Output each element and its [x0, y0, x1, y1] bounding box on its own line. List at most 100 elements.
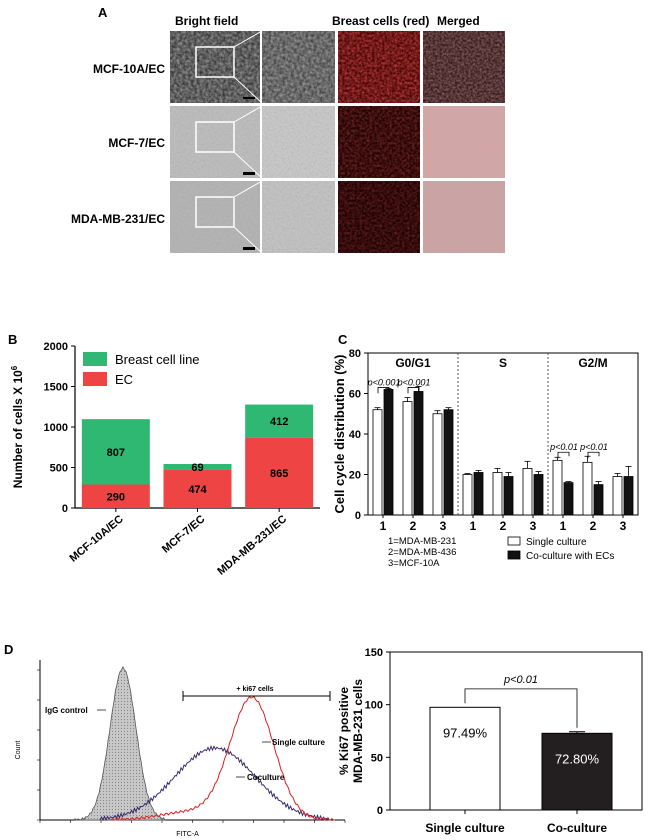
bar-single-culture — [372, 409, 383, 516]
legend-label: EC — [115, 372, 133, 387]
group-label: S — [499, 356, 507, 370]
row-label-mcf10a: MCF-10A/EC — [92, 62, 165, 76]
panel-c-label: C — [338, 332, 348, 347]
row-label-mdamb231: MDA-MB-231/EC — [70, 212, 165, 226]
y-tick-label: 20 — [349, 470, 361, 482]
legend-swatch — [507, 550, 521, 560]
micrograph-grid — [170, 30, 505, 254]
data-label: 412 — [270, 416, 288, 428]
coculture-label: Coculture — [247, 773, 285, 782]
significance-label: p<0.01 — [549, 442, 578, 452]
x-tick-label: MCF-10A/EC — [67, 513, 125, 565]
data-label: 865 — [270, 468, 288, 480]
y-tick-label: 0 — [355, 510, 361, 522]
tile-row2-bright — [170, 105, 263, 179]
tile-row3-merged — [423, 181, 505, 253]
bar-coculture — [623, 476, 634, 516]
x-tick-label: Single culture — [425, 821, 505, 835]
x-axis-label: FITC-A — [176, 831, 199, 838]
data-label: 69 — [191, 462, 203, 474]
column-label-bright-field: Bright field — [175, 14, 239, 28]
x-tick-label: 3 — [530, 519, 537, 533]
tile-row2-zoom — [262, 106, 335, 178]
significance-bracket — [407, 387, 420, 394]
legend-label: Breast cell line — [115, 352, 200, 367]
key-text: 2=MDA-MB-436 — [388, 547, 456, 558]
bar-segment-breast — [163, 464, 232, 470]
x-tick-label: MDA-MB-231/EC — [215, 513, 289, 578]
legend-label: Co-culture with ECs — [526, 551, 614, 562]
tile-row3-bright — [170, 180, 263, 254]
data-label: 474 — [188, 484, 207, 496]
bar-single-culture — [522, 468, 533, 516]
bar-coculture — [541, 732, 613, 811]
chart-d-flow: D Count FITC-A + ki67 cells IgG control Sing… — [4, 642, 346, 838]
x-tick-label: 1 — [380, 519, 387, 533]
chart-d-bar: 0 50 100 150 % Ki67 positive MDA-MB-231 cells… — [337, 647, 643, 835]
panel-b-label: B — [8, 332, 17, 347]
y-tick-label: 1000 — [44, 422, 68, 434]
legend-swatch — [83, 372, 107, 386]
key-text: 1=MDA-MB-231 — [388, 536, 456, 547]
single-culture-label: Single culture — [272, 738, 325, 747]
tile-row1-zoom — [262, 31, 335, 103]
x-tick-label: 2 — [500, 519, 507, 533]
x-tick-label: 1 — [470, 519, 477, 533]
bar-segment-breast — [81, 419, 150, 485]
bar-segment-ec — [245, 437, 314, 508]
y-axis-label-superscript: 6 — [10, 365, 19, 370]
bar-coculture — [503, 476, 514, 516]
group-label: G2/M — [578, 356, 607, 370]
x-tick-label: MCF-7/EC — [160, 513, 208, 556]
bar-coculture — [443, 409, 454, 516]
bar-single-culture — [612, 476, 623, 516]
bar-segment-ec — [81, 484, 150, 508]
tile-row1-bright — [170, 30, 263, 104]
y-tick-label: 1500 — [44, 382, 68, 394]
y-tick-label: 80 — [349, 348, 361, 360]
data-label: 97.49% — [443, 725, 488, 740]
chart-b: B 0 500 1000 1500 2000 Number of cells X 106 M… — [8, 332, 320, 578]
legend-label: Single culture — [526, 537, 587, 548]
panel-d-label: D — [4, 642, 13, 657]
bar-single-culture — [432, 413, 443, 516]
significance-label: p<0.001 — [367, 377, 401, 387]
bar-coculture — [563, 482, 574, 516]
y-tick-label: 50 — [371, 752, 383, 764]
bar-segment-breast — [245, 404, 314, 438]
x-tick-label: Co-culture — [547, 821, 607, 835]
igg-control-curve — [74, 665, 166, 821]
group-label: G0/G1 — [395, 356, 431, 370]
data-label: 72.80% — [555, 751, 600, 766]
y-axis-label: Number of cells X 106 — [10, 365, 25, 488]
data-label: 807 — [107, 447, 125, 459]
y-axis-label: Cell cycle distribution (%) — [332, 355, 347, 514]
y-tick-label: 40 — [349, 429, 361, 441]
y-tick-label: 60 — [349, 389, 361, 401]
bar-segment-ec — [163, 469, 232, 508]
x-tick-label: 2 — [590, 519, 597, 533]
bar-single-culture — [462, 474, 473, 516]
row-label-mcf7: MCF-7/EC — [108, 136, 165, 150]
bar-coculture — [473, 472, 484, 516]
bar-coculture — [383, 389, 394, 516]
y-axis-label-line2: MDA-MB-231 cells — [351, 679, 365, 783]
tile-row2-red — [338, 106, 420, 178]
significance-label: p<0.01 — [503, 674, 538, 686]
plot-frame — [389, 651, 643, 811]
significance-bracket — [557, 451, 570, 459]
significance-label: p<0.01 — [579, 442, 608, 452]
bar-single-culture — [429, 706, 501, 811]
tile-row1-red — [338, 31, 420, 103]
tile-row3-red — [338, 181, 420, 253]
bar-coculture — [593, 484, 604, 516]
igg-control-label: IgG control — [45, 706, 88, 715]
y-tick-label: 100 — [365, 700, 383, 712]
legend-swatch — [507, 536, 521, 546]
y-tick-label: 0 — [62, 503, 68, 515]
bar-coculture — [413, 391, 424, 516]
x-tick-label: 2 — [410, 519, 417, 533]
significance-bracket — [377, 387, 390, 394]
key-text: 3=MCF-10A — [388, 558, 440, 569]
